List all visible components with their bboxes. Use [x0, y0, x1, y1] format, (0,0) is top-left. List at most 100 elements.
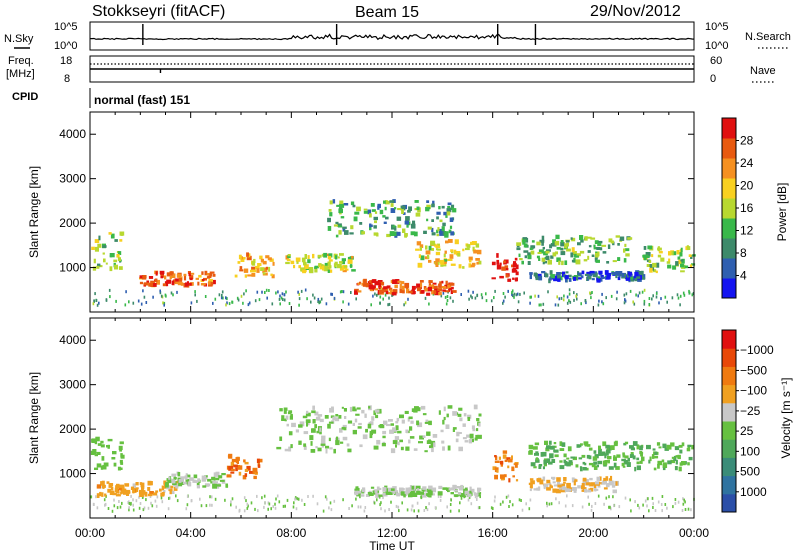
- power-heatmap-cell: [336, 204, 341, 207]
- power-heatmap-cell: [437, 288, 442, 291]
- colorbar-swatch: [722, 457, 736, 477]
- velocity-speckle-cell: [478, 506, 481, 510]
- power-heatmap-cell: [394, 226, 397, 231]
- power-heatmap-cell: [435, 245, 441, 249]
- velocity-heatmap-cell: [346, 443, 350, 447]
- power-speckle-cell: [655, 291, 658, 295]
- velocity-heatmap-cell: [552, 488, 557, 493]
- velocity-heatmap-cell: [413, 448, 418, 451]
- velocity-heatmap-cell: [352, 429, 357, 435]
- power-heatmap-cell: [93, 258, 96, 264]
- power-heatmap-cell: [169, 276, 172, 280]
- velocity-heatmap-cell: [636, 444, 640, 450]
- power-heatmap-cell: [549, 244, 553, 249]
- power-speckle-cell: [142, 289, 144, 293]
- velocity-speckle-cell: [683, 498, 685, 502]
- power-heatmap-cell: [606, 275, 611, 280]
- power-heatmap-cell: [438, 283, 442, 288]
- velocity-heatmap-cell: [180, 476, 185, 479]
- velocity-heatmap-cell: [159, 488, 162, 492]
- power-heatmap-cell: [265, 266, 268, 270]
- velocity-speckle-cell: [128, 502, 131, 505]
- velocity-heatmap-cell: [468, 439, 472, 444]
- velocity-heatmap-cell: [613, 462, 617, 468]
- power-speckle-cell: [537, 294, 540, 298]
- velocity-heatmap-cell: [382, 487, 387, 492]
- power-heatmap-cell: [449, 217, 454, 222]
- velocity-speckle-cell: [420, 495, 422, 499]
- power-heatmap-cell: [343, 265, 348, 268]
- power-heatmap-cell: [554, 240, 560, 246]
- power-heatmap-cell: [596, 278, 601, 283]
- velocity-speckle-cell: [608, 495, 610, 499]
- velocity-heatmap-cell: [494, 474, 498, 480]
- velocity-heatmap-cell: [466, 434, 471, 438]
- velocity-heatmap-cell: [201, 478, 207, 482]
- velocity-heatmap-cell: [309, 435, 314, 441]
- velocity-heatmap-cell: [235, 467, 238, 472]
- velocity-heatmap-cell: [417, 422, 423, 428]
- power-speckle-cell: [688, 289, 690, 293]
- power-heatmap-cell: [448, 229, 452, 234]
- nsearch-tick-top: 10^5: [705, 21, 729, 33]
- velocity-speckle-cell: [224, 498, 226, 502]
- power-heatmap-cell: [457, 253, 461, 257]
- velocity-heatmap-cell: [553, 484, 558, 487]
- power-heatmap-cell: [354, 290, 358, 295]
- power-speckle-cell: [556, 295, 558, 299]
- velocity-colorbar-label: Velocity [m s⁻¹]: [779, 377, 793, 458]
- velocity-heatmap-cell: [360, 494, 365, 497]
- nsky-tick-top: 10^5: [54, 21, 78, 33]
- power-heatmap-cell: [386, 233, 391, 238]
- velocity-heatmap-cell: [395, 421, 399, 424]
- velocity-heatmap-cell: [586, 467, 589, 471]
- power-speckle-cell: [597, 303, 600, 307]
- velocity-heatmap-cell: [559, 448, 565, 451]
- power-heatmap-cell: [496, 253, 499, 258]
- velocity-heatmap-cell: [605, 449, 611, 454]
- velocity-speckle-cell: [597, 494, 600, 498]
- power-heatmap-cell: [328, 209, 332, 212]
- power-heatmap-cell: [141, 275, 147, 280]
- power-heatmap-cell: [658, 250, 663, 254]
- power-speckle-cell: [568, 288, 571, 292]
- power-speckle-cell: [312, 293, 314, 297]
- power-heatmap-cell: [146, 280, 150, 283]
- velocity-speckle-cell: [546, 504, 548, 508]
- power-heatmap-cell: [439, 219, 443, 223]
- power-heatmap-cell: [417, 262, 423, 268]
- velocity-heatmap-cell: [369, 433, 373, 439]
- power-heatmap-cell: [244, 274, 247, 278]
- velocity-heatmap-cell: [197, 478, 201, 482]
- power-heatmap-cell: [496, 264, 502, 270]
- velocity-heatmap-cell: [379, 424, 385, 429]
- power-heatmap-cell: [521, 260, 524, 265]
- power-speckle-cell: [494, 289, 496, 293]
- power-heatmap-cell: [475, 258, 480, 261]
- power-heatmap-cell: [529, 274, 532, 280]
- power-speckle-cell: [558, 297, 561, 301]
- power-speckle-cell: [601, 300, 603, 304]
- velocity-speckle-cell: [511, 503, 514, 507]
- velocity-heatmap-cell: [578, 457, 583, 460]
- velocity-speckle-cell: [458, 509, 460, 513]
- power-heatmap-cell: [200, 283, 206, 286]
- velocity-heatmap-cell: [225, 484, 229, 488]
- power-heatmap-cell: [414, 200, 419, 203]
- power-heatmap-cell: [414, 231, 418, 237]
- power-speckle-cell: [530, 295, 532, 299]
- power-heatmap-cell: [243, 257, 246, 260]
- velocity-heatmap-cell: [257, 464, 261, 468]
- power-speckle-cell: [236, 296, 239, 300]
- velocity-speckle-cell: [270, 507, 272, 511]
- velocity-speckle-cell: [141, 496, 144, 499]
- power-speckle-cell: [442, 291, 445, 295]
- velocity-heatmap-cell: [604, 454, 607, 459]
- power-heatmap-cell: [293, 264, 296, 269]
- power-heatmap-cell: [604, 270, 609, 275]
- colorbar-tick-label: 24: [740, 156, 754, 170]
- power-heatmap-cell: [349, 264, 353, 268]
- power-heatmap-cell: [647, 245, 653, 250]
- velocity-heatmap-cell: [416, 420, 420, 426]
- power-heatmap-cell: [542, 259, 545, 265]
